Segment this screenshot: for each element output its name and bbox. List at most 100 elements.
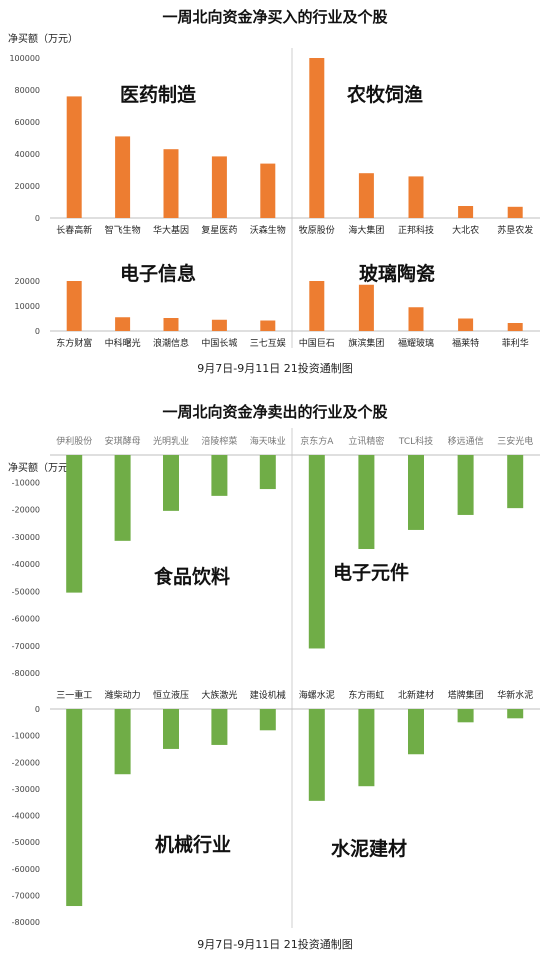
panel-6-bar <box>308 455 325 649</box>
panel-4-bar <box>408 307 424 331</box>
panel-6-category-label: 三安光电 <box>497 435 533 447</box>
panel-3-bar <box>115 317 131 331</box>
panel-5-category-label: 伊利股份 <box>56 435 92 447</box>
panel-6-bar <box>358 455 375 550</box>
panel-7-category-label: 潍柴动力 <box>105 689 141 701</box>
panel-1-category-label: 复星医药 <box>201 224 237 236</box>
panel-1-category-label: 长春高新 <box>56 224 92 236</box>
panel-3-bar <box>66 281 82 331</box>
panel-5-sector-title: 食品饮料 <box>154 565 230 588</box>
panel-3-tick-label: 0 <box>35 327 40 336</box>
panel-1-tick-label: 80000 <box>15 86 40 95</box>
panel-8-category-label: 华新水泥 <box>497 689 533 701</box>
buy-ylabel: 净买额（万元） <box>8 32 78 45</box>
panel-7-tick-label: -20000 <box>12 758 40 767</box>
panel-1-tick-label: 100000 <box>9 54 40 63</box>
panel-4-bar <box>309 281 325 331</box>
panel-2-bar <box>507 206 523 218</box>
panel-5-category-label: 海天味业 <box>250 435 286 447</box>
panel-5-category-label: 安琪酵母 <box>105 435 141 447</box>
panel-5-tick-label: -70000 <box>12 642 40 651</box>
panel-2-category-label: 大北农 <box>452 224 479 236</box>
panel-8-bar <box>308 709 325 801</box>
panel-5-category-label: 涪陵榨菜 <box>201 435 237 447</box>
panel-5-bar <box>66 455 83 593</box>
sell-title: 一周北向资金净卖出的行业及个股 <box>162 403 388 421</box>
panel-2-bar <box>309 58 325 218</box>
panel-5-tick-label: -20000 <box>12 506 40 515</box>
panel-5-tick-label: -60000 <box>12 615 40 624</box>
panel-7-category-label: 大族激光 <box>201 689 237 701</box>
panel-2-bar <box>358 173 374 218</box>
panel-7-category-label: 恒立液压 <box>153 689 189 701</box>
panel-3-category-label: 东方财富 <box>56 337 92 349</box>
panel-1-bar <box>66 96 82 218</box>
panel-6-bar <box>507 455 524 509</box>
panel-1-category-label: 智飞生物 <box>105 224 141 236</box>
panel-7-bar <box>259 709 276 731</box>
panel-7-category-label: 建设机械 <box>250 689 286 701</box>
panel-4-category-label: 中国巨石 <box>299 337 335 349</box>
panel-5-tick-label: -10000 <box>12 478 40 487</box>
panel-1-tick-label: 20000 <box>15 182 40 191</box>
panel-8-category-label: 东方雨虹 <box>348 689 384 701</box>
panel-1-bar <box>260 163 276 218</box>
panel-4-bar <box>358 284 374 331</box>
panel-4-category-label: 菲利华 <box>502 337 529 349</box>
panel-2-category-label: 海大集团 <box>348 224 384 236</box>
panel-8-bar <box>457 709 474 723</box>
panel-1-tick-label: 40000 <box>15 150 40 159</box>
panel-7-tick-label: 0 <box>35 705 40 714</box>
panel-1-category-label: 沃森生物 <box>250 224 286 236</box>
panel-7-tick-label: -40000 <box>12 812 40 821</box>
panel-3-bar <box>260 320 276 331</box>
buy-footer: 9月7日-9月11日 21投资通制图 <box>197 361 352 375</box>
panel-6-category-label: 移远通信 <box>448 435 484 447</box>
panel-1-bar <box>163 149 179 218</box>
panel-3-category-label: 中国长城 <box>201 337 237 349</box>
panel-3-tick-label: 20000 <box>15 277 40 286</box>
panel-6-category-label: 立讯精密 <box>348 435 384 447</box>
panel-4-bar <box>507 323 523 331</box>
panel-8-bar <box>507 709 524 719</box>
panel-7-tick-label: -80000 <box>12 918 40 927</box>
panel-7-tick-label: -70000 <box>12 891 40 900</box>
panel-6-bar <box>408 455 424 530</box>
panel-6-bar <box>457 455 474 515</box>
panel-5-category-label: 光明乳业 <box>153 435 189 447</box>
panel-7-category-label: 三一重工 <box>56 689 92 701</box>
panel-7-sector-title: 机械行业 <box>155 833 231 856</box>
panel-7-bar <box>114 709 131 775</box>
panel-2-category-label: 正邦科技 <box>398 224 434 236</box>
panel-3-category-label: 中科曙光 <box>105 337 141 349</box>
panel-5-tick-label: -50000 <box>12 587 40 596</box>
panel-5-bar <box>259 455 276 490</box>
panel-4-category-label: 旗滨集团 <box>348 337 384 349</box>
buy-title: 一周北向资金净买入的行业及个股 <box>162 8 388 26</box>
panel-5-tick-label: -30000 <box>12 533 40 542</box>
panel-2-bar <box>458 206 474 218</box>
panel-5-bar <box>163 455 179 511</box>
panel-5-tick-label: -40000 <box>12 560 40 569</box>
panel-2-bar <box>408 176 424 218</box>
panel-5-tick-label: -80000 <box>12 669 40 678</box>
panel-1-bar <box>115 136 131 218</box>
panel-7-tick-label: -10000 <box>12 732 40 741</box>
panel-7-tick-label: -30000 <box>12 785 40 794</box>
panel-7-bar <box>163 709 179 749</box>
panel-5-bar <box>114 455 131 541</box>
panel-1-bar <box>211 156 227 218</box>
sell-footer: 9月7日-9月11日 21投资通制图 <box>197 937 352 951</box>
panel-8-category-label: 塔牌集团 <box>448 689 484 701</box>
panel-8-category-label: 北新建材 <box>398 689 434 701</box>
panel-7-tick-label: -50000 <box>12 838 40 847</box>
panel-3-tick-label: 10000 <box>15 302 40 311</box>
panel-1-category-label: 华大基因 <box>153 224 189 236</box>
panel-5-bar <box>211 455 228 496</box>
panel-4-category-label: 福耀玻璃 <box>398 337 434 349</box>
panel-8-bar <box>408 709 424 755</box>
panel-8-sector-title: 水泥建材 <box>331 837 407 860</box>
panel-6-category-label: TCL科技 <box>398 435 433 447</box>
sell-ylabel: 净买额（万元） <box>8 461 78 474</box>
